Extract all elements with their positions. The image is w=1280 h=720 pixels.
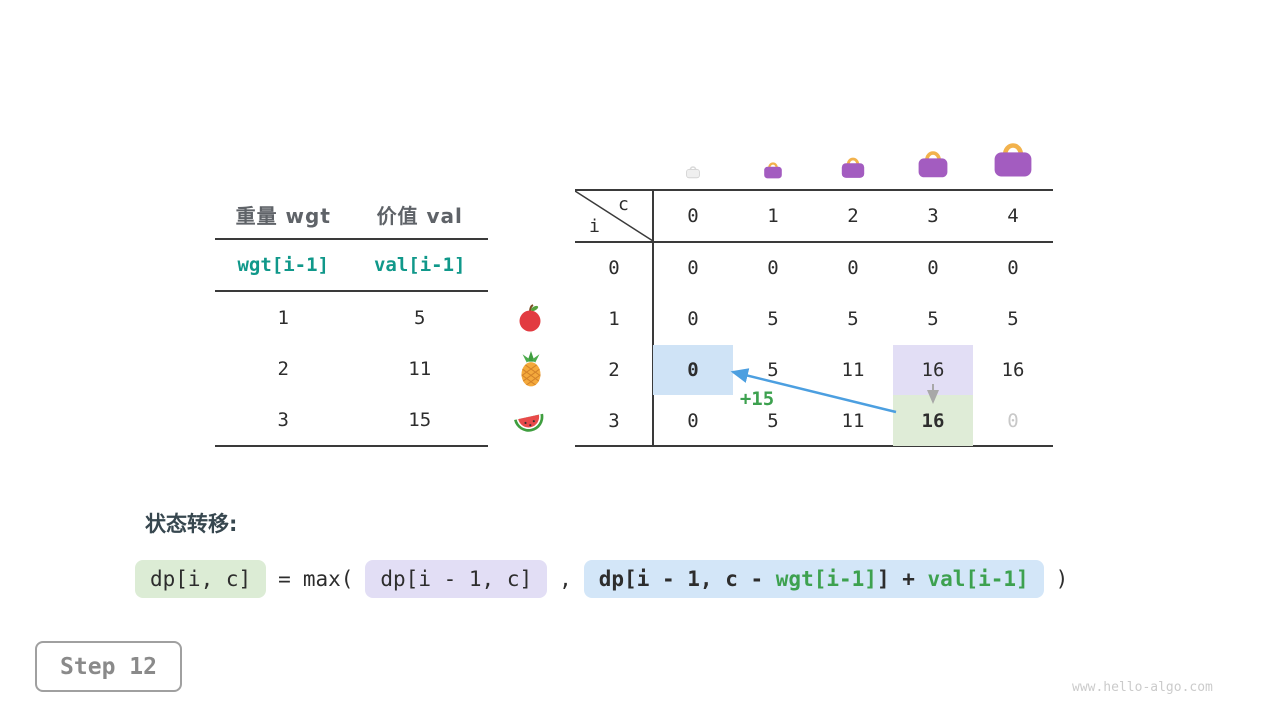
formula-arg2-chip: dp[i - 1, c - wgt[i-1]] + val[i-1] — [583, 560, 1044, 598]
dp-col-header-4: 4 — [1007, 205, 1019, 227]
dp-col-header-3: 3 — [927, 205, 939, 227]
transition-annotation: +15 — [739, 388, 775, 410]
item-table-header-weight: 重量 wgt — [235, 203, 331, 228]
dp-corner-label-i: i — [589, 216, 600, 237]
item-table-cell: 15 — [408, 408, 432, 431]
dp-table-top-border — [575, 189, 1053, 191]
dp-cell-r2c2: 11 — [841, 358, 865, 381]
dp-cell-r1c1: 5 — [767, 308, 779, 331]
dp-cell-r3c4: 0 — [1007, 409, 1019, 432]
bag-icon-2 — [839, 152, 867, 180]
dp-col-header-0: 0 — [687, 205, 699, 227]
item-table-cell: 3 — [277, 408, 289, 431]
dp-corner-diagonal — [575, 191, 653, 241]
dp-cell-r3c2: 11 — [841, 409, 865, 432]
dp-cell-r0c3: 0 — [927, 257, 939, 280]
formula-lhs-chip: dp[i, c] — [135, 560, 267, 598]
item-table-variable-row: wgt[i-1] val[i-1] — [215, 240, 488, 292]
formula-arg1-chip: dp[i - 1, c] — [365, 560, 548, 598]
formula-arg2-wgt: wgt[i-1] — [775, 567, 877, 591]
dp-cell-r0c2: 0 — [847, 257, 859, 280]
watermelon-icon — [511, 406, 547, 434]
dp-cell-r2c0: 0 — [653, 344, 733, 396]
dp-row-header-1: 1 — [608, 308, 620, 331]
watermark: www.hello-algo.com — [1072, 680, 1213, 695]
dp-row-header-3: 3 — [608, 409, 620, 432]
bag-icon-0 — [685, 163, 701, 179]
formula-arg2-val: val[i-1] — [927, 567, 1029, 591]
formula-close-paren: ) — [1055, 567, 1069, 591]
dp-col-header-1: 1 — [767, 205, 779, 227]
dp-table-header-border — [575, 241, 1053, 243]
formula-comma: , — [559, 567, 572, 591]
formula-arg2-mid: ] + — [876, 567, 928, 591]
item-table-cell: 11 — [408, 357, 432, 380]
apple-icon — [515, 303, 545, 333]
dp-row-header-0: 0 — [608, 257, 620, 280]
dp-cell-r3c1: 5 — [767, 409, 779, 432]
dp-cell-r3c0: 0 — [687, 409, 699, 432]
formula-equals: = — [278, 567, 291, 591]
dp-cell-r2c4: 16 — [1001, 358, 1025, 381]
item-table-var-wgt: wgt[i-1] — [237, 254, 329, 276]
dp-cell-r0c0: 0 — [687, 257, 699, 280]
bag-icon-1 — [762, 158, 784, 180]
dp-cell-r3c3: 16 — [893, 395, 973, 446]
step-indicator: Step 12 — [35, 641, 182, 692]
item-table-cell: 1 — [277, 306, 289, 329]
dp-cell-r1c2: 5 — [847, 308, 859, 331]
dp-corner-label-c: c — [618, 194, 629, 215]
item-table-var-val: val[i-1] — [373, 254, 466, 276]
bag-icon-3 — [915, 144, 951, 180]
item-table-cell: 2 — [277, 357, 289, 380]
item-table-header-value: 价值 val — [376, 203, 463, 228]
dp-cell-r2c3: 16 — [893, 344, 973, 396]
dp-cell-r0c1: 0 — [767, 257, 779, 280]
dp-table-vertical-border — [652, 189, 654, 447]
item-table: 重量 wgt 价值 val wgt[i-1] val[i-1] 1 5 2 11 3 15 — [215, 190, 488, 447]
item-table-row: 3 15 — [215, 394, 488, 445]
item-table-row: 2 11 — [215, 343, 488, 394]
dp-cell-r0c4: 0 — [1007, 257, 1019, 280]
item-table-header-row: 重量 wgt 价值 val — [215, 190, 488, 240]
dp-cell-r2c1: 5 — [767, 358, 779, 381]
formula-max-open: max( — [302, 567, 354, 591]
item-table-rows: 1 5 2 11 3 15 — [215, 292, 488, 447]
dp-cell-r1c3: 5 — [927, 308, 939, 331]
item-table-cell: 5 — [414, 306, 426, 329]
formula-arg2-prefix: dp[i - 1, c - — [598, 567, 776, 591]
bag-icon-4 — [990, 134, 1036, 180]
state-transition-formula: dp[i, c] = max( dp[i - 1, c] , dp[i - 1,… — [135, 560, 1068, 598]
dp-col-header-2: 2 — [847, 205, 859, 227]
dp-cell-r1c0: 0 — [687, 308, 699, 331]
dp-cell-r1c4: 5 — [1007, 308, 1019, 331]
state-transition-label: 状态转移: — [145, 512, 238, 536]
dp-table-bottom-border — [575, 445, 1053, 447]
dp-row-header-2: 2 — [608, 358, 620, 381]
pineapple-icon — [515, 350, 547, 388]
